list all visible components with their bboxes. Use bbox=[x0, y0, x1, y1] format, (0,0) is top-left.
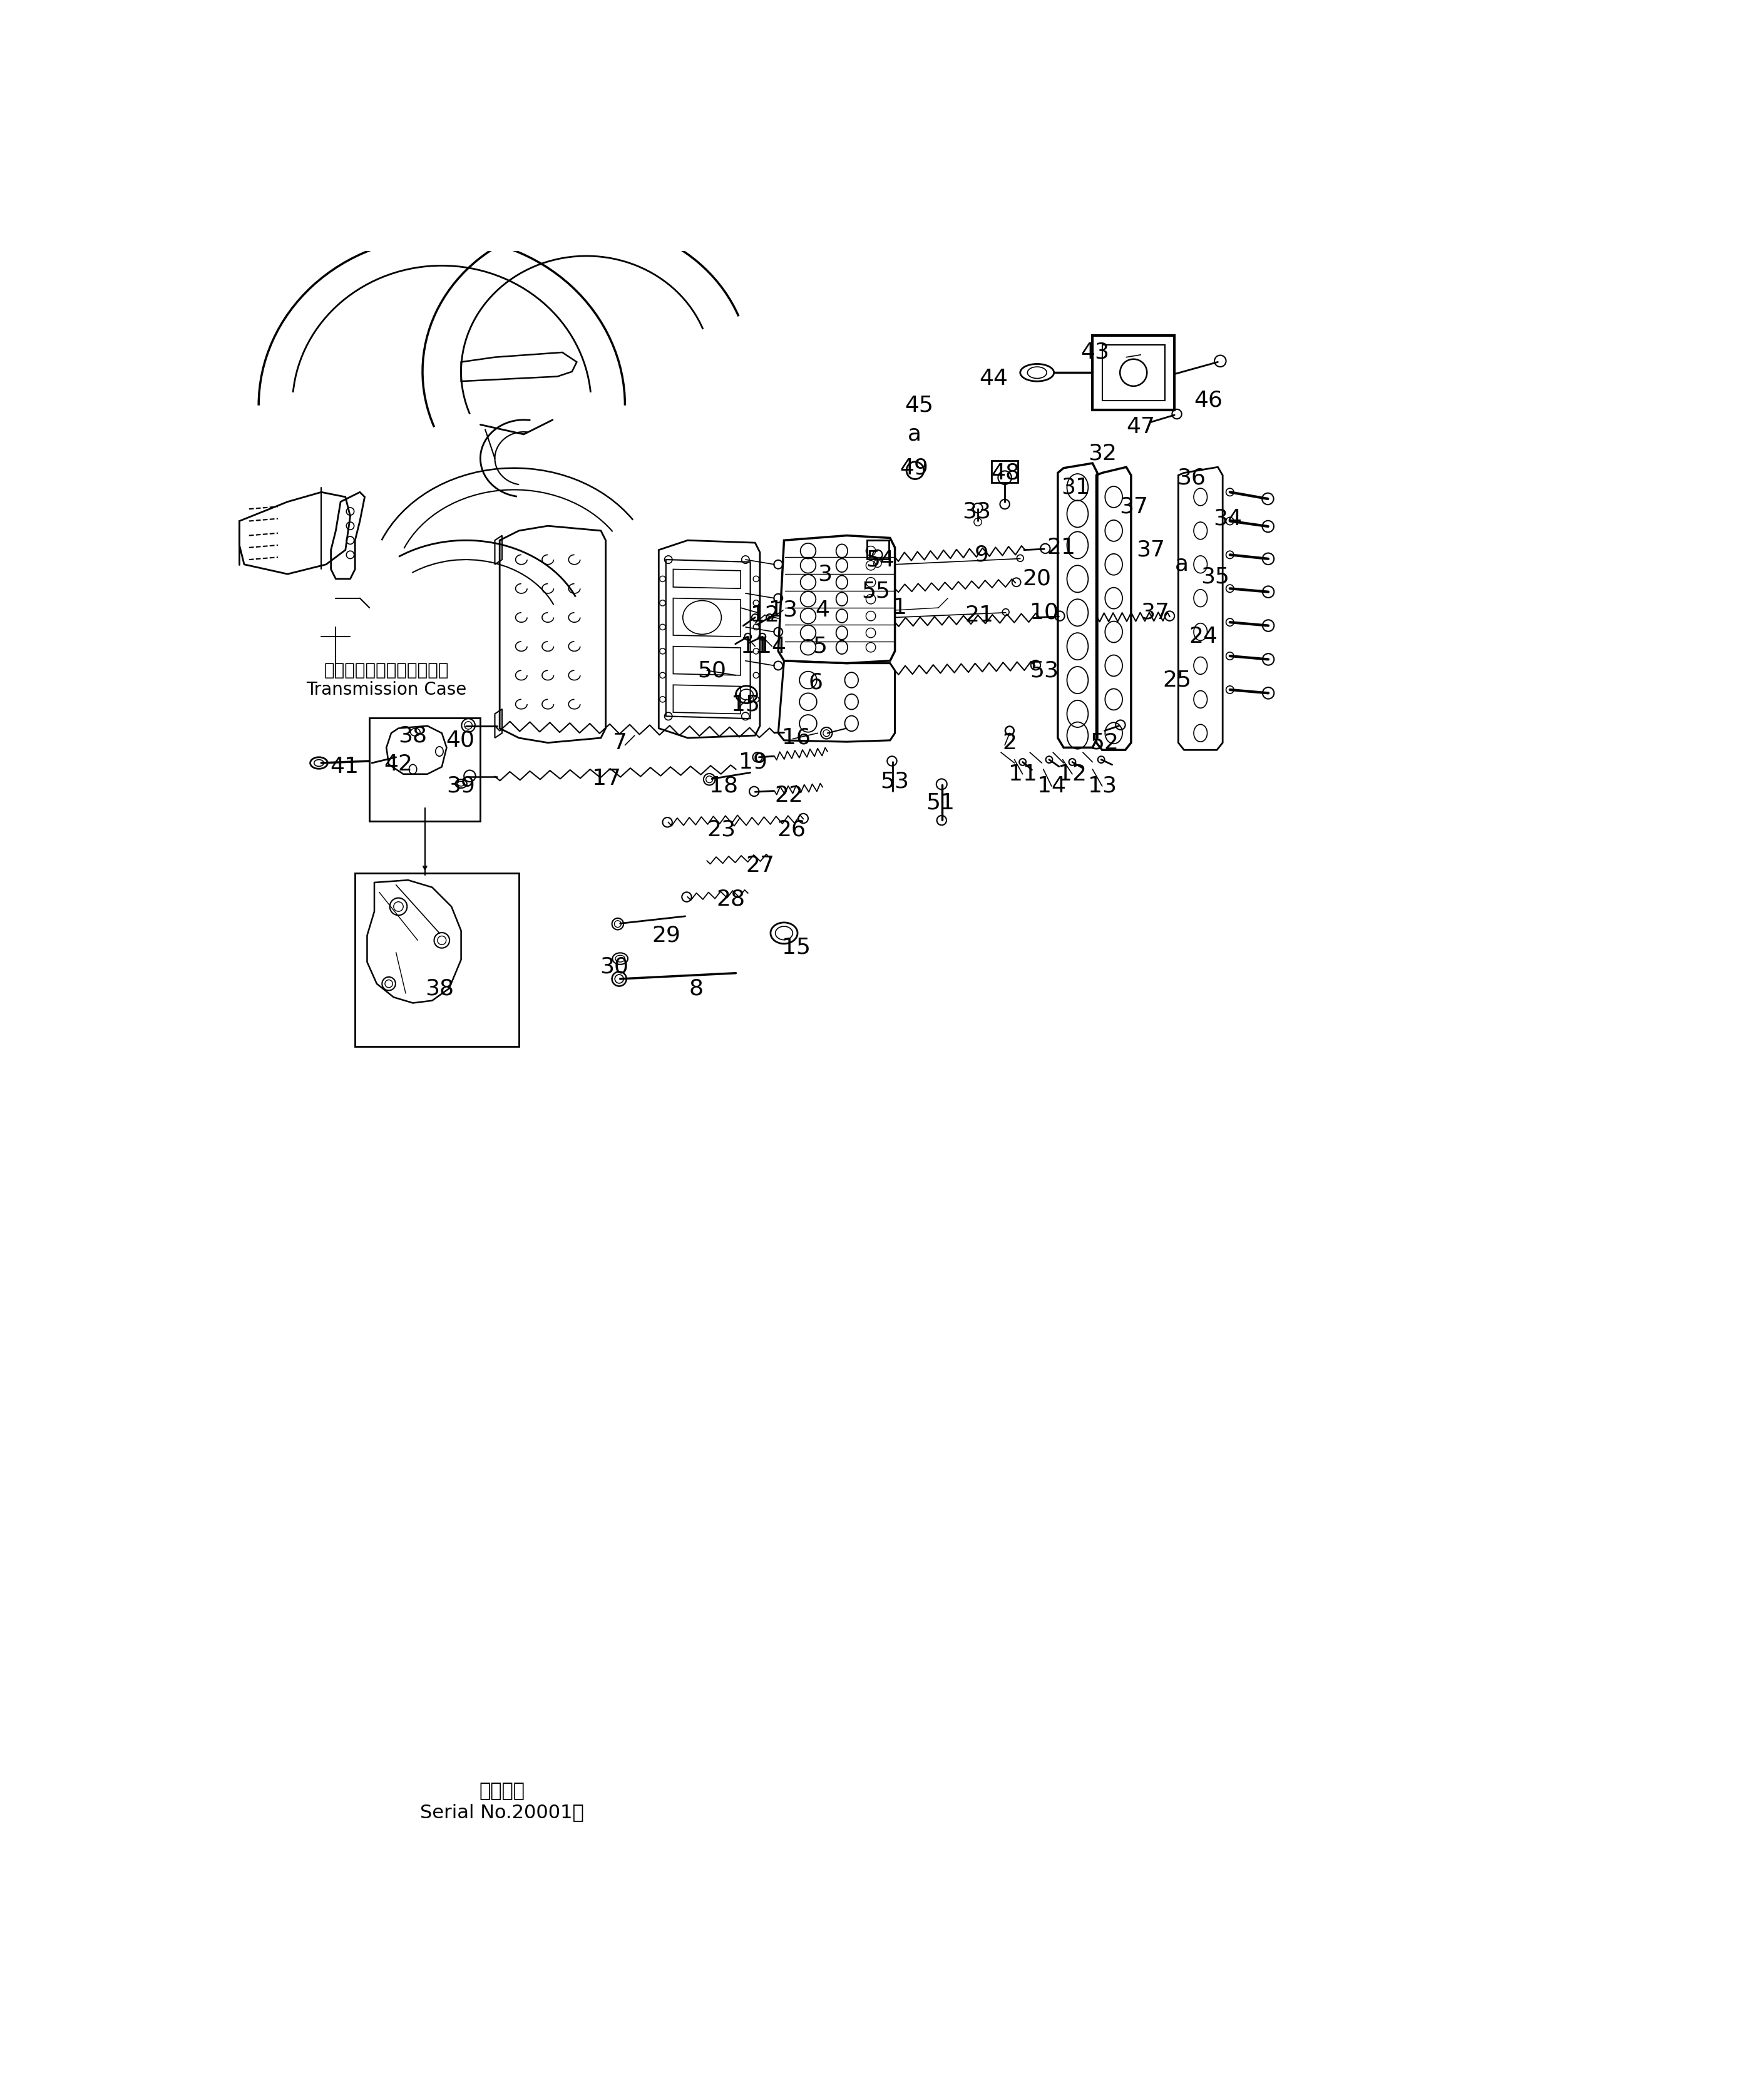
Text: Transmission Case: Transmission Case bbox=[307, 680, 467, 699]
Text: 19: 19 bbox=[739, 751, 767, 772]
Text: 47: 47 bbox=[1127, 417, 1155, 437]
Text: 35: 35 bbox=[1201, 565, 1230, 588]
Text: 27: 27 bbox=[746, 856, 774, 877]
Text: 22: 22 bbox=[774, 785, 803, 806]
Text: 32: 32 bbox=[1088, 444, 1117, 465]
Text: 8: 8 bbox=[690, 977, 704, 998]
Text: 48: 48 bbox=[991, 463, 1020, 483]
Text: 37: 37 bbox=[1141, 603, 1170, 624]
Text: 11: 11 bbox=[1009, 764, 1037, 785]
Text: 24: 24 bbox=[1189, 626, 1217, 647]
Text: 18: 18 bbox=[709, 777, 737, 797]
Text: 29: 29 bbox=[651, 925, 681, 946]
Text: 38: 38 bbox=[399, 724, 427, 745]
Text: 14: 14 bbox=[757, 636, 787, 657]
Text: トランスミッションケース: トランスミッションケース bbox=[325, 661, 448, 680]
Text: 44: 44 bbox=[979, 368, 1007, 389]
Text: 12: 12 bbox=[750, 605, 780, 626]
Text: 53: 53 bbox=[1030, 659, 1058, 680]
Text: 23: 23 bbox=[707, 818, 736, 839]
Text: 9: 9 bbox=[974, 544, 990, 565]
Text: 15: 15 bbox=[730, 693, 760, 716]
Text: 46: 46 bbox=[1194, 389, 1222, 410]
Text: 21: 21 bbox=[965, 605, 993, 626]
Text: 31: 31 bbox=[1062, 477, 1090, 498]
Text: 42: 42 bbox=[385, 753, 413, 774]
Text: 13: 13 bbox=[769, 599, 797, 622]
Text: 53: 53 bbox=[880, 770, 908, 791]
Text: 26: 26 bbox=[776, 818, 806, 839]
Text: 6: 6 bbox=[808, 672, 822, 693]
Text: 11: 11 bbox=[741, 636, 769, 657]
Text: 21: 21 bbox=[1046, 538, 1076, 559]
Text: 7: 7 bbox=[612, 733, 628, 753]
Text: 2: 2 bbox=[1002, 733, 1016, 753]
Text: 34: 34 bbox=[1214, 509, 1242, 530]
Text: 54: 54 bbox=[866, 548, 894, 569]
Text: 39: 39 bbox=[446, 777, 476, 797]
Text: 20: 20 bbox=[1023, 567, 1051, 590]
Text: 12: 12 bbox=[1058, 764, 1087, 785]
Text: a: a bbox=[907, 423, 921, 446]
Text: 15: 15 bbox=[781, 938, 810, 959]
Text: a: a bbox=[1175, 555, 1189, 576]
Text: 3: 3 bbox=[818, 563, 833, 584]
Text: 37: 37 bbox=[1118, 496, 1148, 517]
Text: 52: 52 bbox=[1090, 733, 1118, 753]
Text: 16: 16 bbox=[781, 726, 810, 749]
Text: 17: 17 bbox=[593, 768, 621, 789]
Text: 5: 5 bbox=[813, 636, 827, 657]
Text: 1: 1 bbox=[893, 597, 907, 617]
Text: 49: 49 bbox=[900, 458, 928, 479]
Text: Serial No.20001～: Serial No.20001～ bbox=[420, 1804, 584, 1821]
Text: 30: 30 bbox=[600, 957, 628, 977]
Text: 55: 55 bbox=[861, 580, 891, 601]
Text: 43: 43 bbox=[1081, 341, 1110, 362]
Text: 51: 51 bbox=[926, 793, 954, 814]
Text: 28: 28 bbox=[716, 890, 746, 910]
Text: 40: 40 bbox=[446, 730, 475, 751]
Text: 33: 33 bbox=[963, 500, 991, 521]
Text: 13: 13 bbox=[1088, 777, 1117, 797]
Text: 38: 38 bbox=[425, 977, 453, 998]
Text: 適用号機: 適用号機 bbox=[480, 1781, 526, 1800]
Text: 14: 14 bbox=[1037, 777, 1065, 797]
Text: 10: 10 bbox=[1030, 603, 1058, 624]
Text: 4: 4 bbox=[815, 599, 829, 622]
Text: 37: 37 bbox=[1136, 540, 1164, 561]
Text: 41: 41 bbox=[330, 756, 358, 777]
Text: 25: 25 bbox=[1162, 670, 1191, 691]
Text: 36: 36 bbox=[1177, 467, 1207, 488]
Text: 50: 50 bbox=[697, 659, 727, 680]
Text: 45: 45 bbox=[905, 396, 933, 417]
